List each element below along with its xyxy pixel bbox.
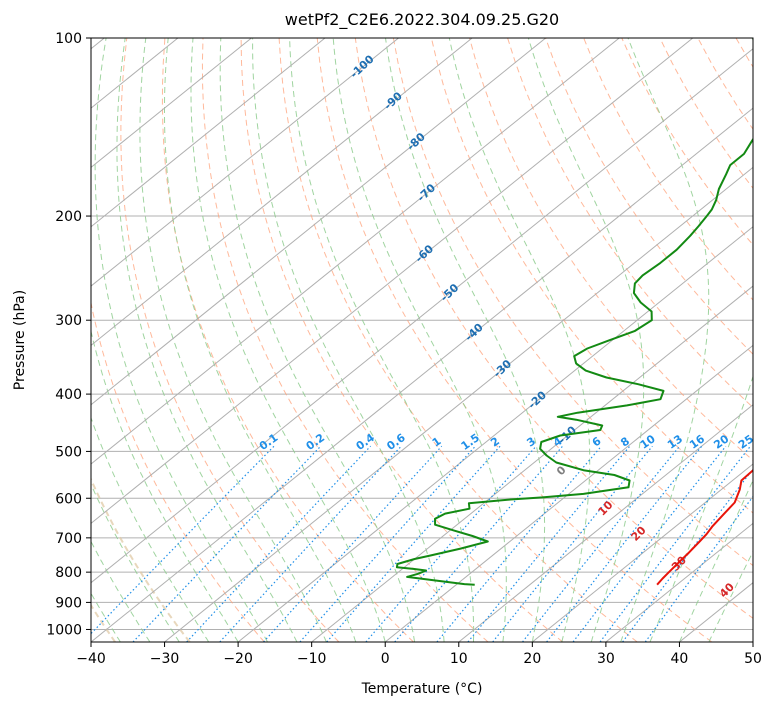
y-tick-label: 200	[55, 209, 82, 225]
dry-adiabat-line	[120, 38, 340, 642]
x-tick-label: 20	[523, 651, 541, 667]
isotherm-line	[91, 107, 753, 642]
dry-adiabat-line	[392, 38, 753, 567]
mixing-ratio-line	[91, 445, 275, 635]
isotherm-line	[458, 404, 753, 642]
dry-adiabat-line	[91, 300, 265, 642]
x-tick-label: 0	[381, 651, 390, 667]
moist-adiabat-line	[448, 38, 591, 642]
mixing-ratio-line	[522, 445, 681, 642]
temperature-line	[656, 468, 753, 586]
y-tick-label: 600	[55, 491, 82, 507]
moist-adiabat-line	[190, 38, 386, 642]
isotherm-line	[91, 38, 546, 406]
mixing-ratio-line	[365, 445, 537, 642]
isotherm-line	[91, 38, 473, 347]
dry-adiabat-line	[354, 38, 753, 619]
isotherm-line	[311, 285, 753, 642]
isotherm-line	[164, 166, 753, 642]
x-tick-label: −30	[150, 651, 180, 667]
isotherm-line	[91, 38, 326, 228]
moist-adiabat-line	[527, 38, 645, 642]
mixing-ratio-line	[263, 445, 443, 642]
x-tick-label: 10	[450, 651, 468, 667]
isotherm-line	[384, 344, 753, 642]
mixing-ratio-line	[622, 468, 753, 642]
isotherm-line	[91, 38, 252, 169]
mixing-ratio-line	[186, 445, 372, 642]
plot-frame	[90, 37, 754, 643]
x-tick-label: −10	[297, 651, 327, 667]
dry-adiabat-line	[430, 38, 753, 514]
moist-adiabat-line	[219, 38, 416, 642]
moist-adiabat-line	[289, 38, 475, 642]
profile-lines	[395, 137, 753, 586]
isotherm-line	[91, 38, 399, 287]
moist-adiabat-line	[164, 38, 357, 642]
moist-adiabat-line	[332, 38, 507, 642]
dry-adiabat-line	[316, 38, 713, 642]
x-tick-label: 30	[597, 651, 615, 667]
y-tick-label: 900	[55, 595, 82, 611]
moist-adiabat-line	[385, 38, 546, 642]
x-tick-label: −20	[223, 651, 253, 667]
dry-adiabat-line	[278, 38, 638, 642]
mixing-ratio-line	[436, 445, 602, 642]
y-tick-label: 100	[55, 31, 82, 47]
mixing-ratio-line	[546, 445, 703, 642]
dewpoint-line	[395, 137, 753, 586]
moist-adiabat-line	[649, 38, 753, 642]
moist-adiabat-line	[252, 38, 445, 642]
x-tick-label: 40	[671, 651, 689, 667]
moist-adiabat-line	[620, 38, 710, 642]
isotherm-line	[91, 48, 753, 584]
x-axis-label: Temperature (°C)	[361, 681, 483, 697]
isotherm-line	[605, 522, 753, 642]
mixing-ratio-line	[132, 445, 322, 642]
y-tick-label: 400	[55, 387, 82, 403]
y-tick-label: 1000	[46, 622, 82, 638]
y-axis-label: Pressure (hPa)	[12, 290, 28, 390]
dry-adiabat-line	[469, 38, 753, 461]
isotherm-line	[91, 38, 694, 524]
dry-adiabat-line	[201, 38, 489, 642]
dry-adiabat-line	[91, 476, 191, 642]
isotherm-line	[91, 38, 620, 465]
x-tick-label: −40	[76, 651, 106, 667]
y-tick-label: 800	[55, 565, 82, 581]
mixing-ratio-line	[219, 445, 402, 642]
y-tick-label: 700	[55, 531, 82, 547]
y-tick-label: 500	[55, 444, 82, 460]
mixing-ratio-line	[326, 445, 501, 642]
x-tick-label: 50	[744, 651, 762, 667]
mixing-ratio-line	[394, 445, 564, 642]
y-tick-label: 300	[55, 313, 82, 329]
dry-adiabat-line	[240, 38, 563, 642]
isotherm-line	[532, 463, 753, 642]
chart-title: wetPf2_C2E6.2022.304.09.25.G20	[285, 10, 559, 30]
axes: −40 −30 −20 −10 0 10 20 30 40 50 100 200 300 400 500 60…	[46, 31, 762, 667]
background-lines	[91, 38, 753, 642]
mixing-ratio-line	[572, 445, 727, 642]
moist-adiabat-line	[678, 479, 753, 642]
mixing-ratio-label: 25	[736, 432, 756, 451]
